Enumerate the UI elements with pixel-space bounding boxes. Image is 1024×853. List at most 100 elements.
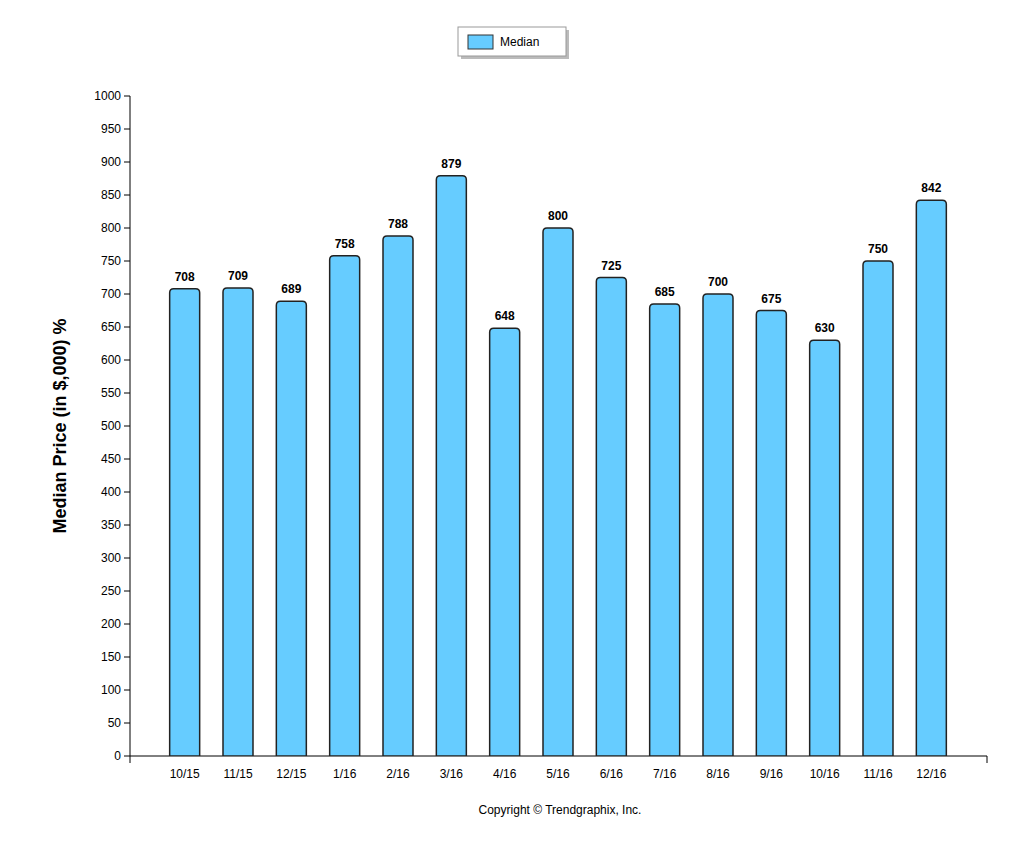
x-tick-label: 9/16 [760, 767, 784, 781]
y-tick [124, 162, 130, 163]
x-tick-label: 12/16 [916, 767, 946, 781]
y-tick [124, 195, 130, 196]
y-tick-label: 250 [101, 584, 121, 598]
x-tick-label: 6/16 [600, 767, 624, 781]
bar [916, 200, 946, 756]
y-tick [124, 360, 130, 361]
data-label: 788 [388, 217, 408, 231]
x-tick-label: 5/16 [546, 767, 570, 781]
chart-svg: Median Median Price (in $,000) % 0 50 100 150… [0, 0, 1024, 853]
y-tick-label: 600 [101, 353, 121, 367]
y-tick-label: 550 [101, 386, 121, 400]
data-label: 709 [228, 269, 248, 283]
legend-label: Median [500, 35, 539, 49]
x-tick-label: 1/16 [333, 767, 357, 781]
x-tick-labels: 10/15 11/15 12/15 1/16 2/16 3/16 4/16 5/16 6/16 7… [170, 767, 947, 781]
y-tick-label: 900 [101, 155, 121, 169]
data-label: 689 [281, 282, 301, 296]
y-tick-label: 50 [108, 716, 122, 730]
y-tick [124, 459, 130, 460]
x-tick-label: 4/16 [493, 767, 517, 781]
data-label: 750 [868, 242, 888, 256]
bar [756, 311, 786, 757]
y-tick [124, 393, 130, 394]
y-tick [124, 756, 130, 757]
y-tick-label: 500 [101, 419, 121, 433]
y-tick [124, 690, 130, 691]
x-tick-label: 10/16 [810, 767, 840, 781]
y-tick-label: 650 [101, 320, 121, 334]
y-tick [124, 492, 130, 493]
y-tick [124, 327, 130, 328]
bar [703, 294, 733, 756]
x-tick-label: 10/15 [170, 767, 200, 781]
y-tick-label: 300 [101, 551, 121, 565]
y-tick [124, 129, 130, 130]
annotation: Copyright © Trendgraphix, Inc. [479, 803, 642, 817]
legend-swatch [468, 35, 493, 49]
y-tick-label: 400 [101, 485, 121, 499]
bar [863, 261, 893, 756]
y-tick-label: 200 [101, 617, 121, 631]
y-tick [124, 624, 130, 625]
data-label: 675 [761, 292, 781, 306]
y-tick [124, 558, 130, 559]
x-tick-label: 7/16 [653, 767, 677, 781]
bar [330, 256, 360, 756]
bar [223, 288, 253, 756]
data-label: 725 [601, 259, 621, 273]
y-tick [124, 657, 130, 658]
y-tick [124, 591, 130, 592]
y-tick-label: 700 [101, 287, 121, 301]
y-tick-label: 850 [101, 188, 121, 202]
y-tick-label: 0 [114, 749, 121, 763]
x-tick-label: 2/16 [386, 767, 410, 781]
x-tick-label: 3/16 [440, 767, 464, 781]
legend-box [458, 27, 566, 56]
y-tick-label: 150 [101, 650, 121, 664]
x-tick-label: 11/15 [223, 767, 252, 781]
y-tick-label: 800 [101, 221, 121, 235]
data-label: 708 [175, 270, 195, 284]
y-ticks: 0 50 100 150 200 250 300 350 400 450 500 550 600 650 7… [94, 89, 130, 763]
y-tick-label: 100 [101, 683, 121, 697]
y-tick [124, 723, 130, 724]
data-label: 700 [708, 275, 728, 289]
bar [170, 289, 200, 756]
x-tick-label: 8/16 [706, 767, 730, 781]
y-tick [124, 228, 130, 229]
legend: Median [458, 27, 569, 59]
x-tick-label: 12/15 [276, 767, 306, 781]
bar [543, 228, 573, 756]
data-label: 758 [335, 237, 355, 251]
y-tick [124, 426, 130, 427]
bars [170, 176, 947, 756]
y-tick [124, 525, 130, 526]
data-label: 800 [548, 209, 568, 223]
bar [490, 328, 520, 756]
y-tick-label: 950 [101, 122, 121, 136]
bar [650, 304, 680, 756]
bar [596, 278, 626, 757]
bar [383, 236, 413, 756]
x-axis-end-tick [987, 756, 988, 763]
data-label: 842 [921, 181, 941, 195]
bar [276, 301, 306, 756]
x-tick-label: 11/16 [863, 767, 892, 781]
x-axis-end-tick [130, 756, 131, 763]
y-tick-label: 350 [101, 518, 121, 532]
chart-root: Median Median Price (in $,000) % 0 50 100 150… [0, 0, 1024, 853]
data-label: 630 [815, 321, 835, 335]
bar [810, 340, 840, 756]
y-axis-label: Median Price (in $,000) % [50, 318, 70, 533]
y-axis-line [130, 96, 131, 756]
y-tick [124, 261, 130, 262]
y-tick-label: 1000 [94, 89, 121, 103]
y-tick [124, 294, 130, 295]
data-labels: 7087096897587888796488007256857006756307… [175, 157, 942, 335]
y-tick-label: 450 [101, 452, 121, 466]
data-label: 879 [441, 157, 461, 171]
data-label: 648 [495, 309, 515, 323]
bar [436, 176, 466, 756]
y-tick [124, 96, 130, 97]
